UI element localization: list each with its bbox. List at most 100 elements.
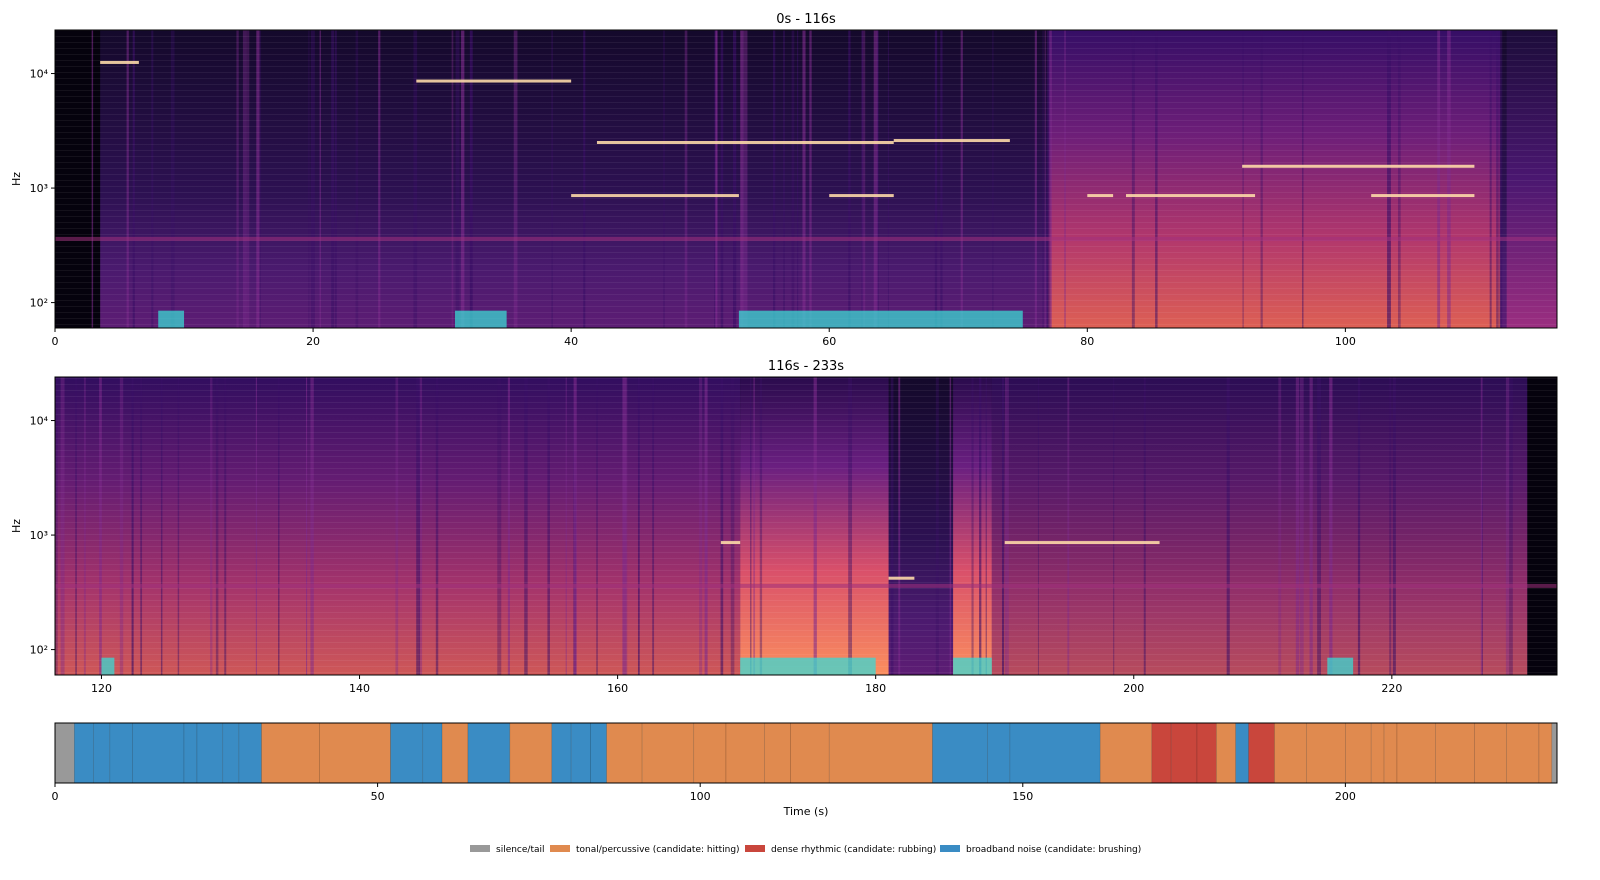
- tonal-line: [1126, 194, 1256, 198]
- segment-tonal: [1345, 722, 1372, 784]
- panel-2-x-ticks: 120 140 160 180 200 220: [91, 675, 1402, 695]
- segment-timeline-panel: 0 50 100 150 200 Time (s): [52, 722, 1558, 818]
- harmonic-texture: [55, 30, 1557, 328]
- y-tick-label: 10³: [30, 182, 48, 195]
- x-tick-label: 180: [865, 682, 886, 695]
- segment-tonal: [1306, 722, 1346, 784]
- segment-tonal: [441, 722, 469, 784]
- tonal-line: [596, 140, 894, 144]
- timeline-xlabel: Time (s): [783, 805, 829, 818]
- segment-tonal: [1474, 722, 1507, 784]
- segment-tonal: [828, 722, 933, 784]
- x-tick-label: 150: [1012, 790, 1033, 803]
- segment-tonal: [790, 722, 830, 784]
- segment-tonal: [509, 722, 553, 784]
- segment-broadband: [1235, 722, 1249, 784]
- x-tick-label: 0: [52, 335, 59, 348]
- legend-label-dense: dense rhythmic (candidate: rubbing): [771, 845, 936, 855]
- legend-swatch-dense: [745, 845, 765, 852]
- segment-silence: [1551, 722, 1558, 784]
- segment-tonal: [641, 722, 695, 784]
- segment-dense: [1151, 722, 1172, 784]
- timeline-x-ticks: 0 50 100 150 200: [52, 783, 1356, 803]
- low-frequency-activity: [455, 310, 507, 328]
- tonal-line: [720, 541, 741, 545]
- panel-2-frame: [54, 376, 1558, 676]
- segment-broadband: [93, 722, 111, 784]
- panel-2-y-ticks: 10² 10³ 10⁴: [30, 415, 55, 657]
- x-tick-label: 200: [1335, 790, 1356, 803]
- segment-bars: [54, 722, 1558, 784]
- tonal-line: [416, 79, 572, 83]
- x-tick-label: 40: [564, 335, 578, 348]
- segment-tonal: [764, 722, 791, 784]
- segment-dense: [1170, 722, 1198, 784]
- segment-broadband: [132, 722, 185, 784]
- segment-dense: [1196, 722, 1217, 784]
- segment-tonal: [261, 722, 320, 784]
- low-frequency-activity: [158, 310, 185, 328]
- y-tick-label: 10²: [30, 297, 48, 310]
- segment-broadband: [570, 722, 591, 784]
- legend-label-silence: silence/tail: [496, 845, 545, 855]
- segment-tonal: [1396, 722, 1437, 784]
- harmonic-texture: [55, 377, 1557, 675]
- x-tick-label: 60: [822, 335, 836, 348]
- segment-broadband: [196, 722, 224, 784]
- segment-broadband: [222, 722, 240, 784]
- legend-label-tonal: tonal/percussive (candidate: hitting): [576, 845, 740, 855]
- low-frequency-activity: [740, 657, 876, 675]
- segment-tonal: [725, 722, 766, 784]
- low-frequency-activity: [738, 310, 1023, 328]
- x-tick-label: 120: [91, 682, 112, 695]
- timeline-frame: [54, 722, 1558, 784]
- legend-swatch-broadband: [940, 845, 960, 852]
- tonal-line: [893, 139, 1010, 143]
- segment-broadband: [932, 722, 988, 784]
- segment-broadband: [467, 722, 511, 784]
- tonal-line: [100, 60, 139, 64]
- x-tick-label: 0: [52, 790, 59, 803]
- segment-dense: [1248, 722, 1275, 784]
- segment-broadband: [238, 722, 262, 784]
- spectrogram-image-1: [55, 30, 1557, 328]
- panel-1-title: 0s - 116s: [776, 12, 836, 27]
- segment-tonal: [1435, 722, 1475, 784]
- panel-2-ylabel: Hz: [10, 519, 23, 533]
- panel-1-y-ticks: 10² 10³ 10⁴: [30, 68, 55, 310]
- persistent-band: [55, 583, 1557, 588]
- tonal-line: [829, 194, 894, 198]
- segment-tonal: [1506, 722, 1540, 784]
- legend-swatch-tonal: [550, 845, 570, 852]
- segment-broadband: [183, 722, 198, 784]
- segment-broadband: [590, 722, 607, 784]
- segment-broadband: [74, 722, 95, 784]
- segment-broadband: [390, 722, 424, 784]
- spectrogram-panel-1: 0s - 116s Hz 0 20 40 60 80 100 10² 10³ 10⁴: [10, 12, 1558, 348]
- segment-broadband: [551, 722, 572, 784]
- x-tick-label: 160: [607, 682, 628, 695]
- segment-broadband: [986, 722, 1011, 784]
- spectrogram-image-2: [55, 377, 1557, 675]
- low-frequency-activity: [1327, 657, 1354, 675]
- y-tick-label: 10⁴: [30, 68, 49, 81]
- panel-1-x-ticks: 0 20 40 60 80 100: [52, 328, 1356, 348]
- segment-tonal: [1383, 722, 1398, 784]
- segment-silence: [54, 722, 75, 784]
- segment-tonal: [1099, 722, 1153, 784]
- y-tick-label: 10⁴: [30, 415, 49, 428]
- legend-label-broadband: broadband noise (candidate: brushing): [966, 845, 1141, 855]
- x-tick-label: 20: [306, 335, 320, 348]
- legend: silence/tail tonal/percussive (candidate:…: [470, 845, 1141, 855]
- x-tick-label: 140: [349, 682, 370, 695]
- tonal-line: [1087, 194, 1114, 198]
- panel-2-title: 116s - 233s: [768, 359, 844, 374]
- persistent-band: [55, 236, 1557, 241]
- panel-1-ylabel: Hz: [10, 172, 23, 186]
- spectrogram-panel-2: 116s - 233s Hz 120 140 160 180 200 220 10² 10³…: [10, 359, 1558, 695]
- segment-tonal: [693, 722, 727, 784]
- tonal-line: [1371, 194, 1475, 198]
- segment-tonal: [1216, 722, 1236, 784]
- low-frequency-activity: [101, 657, 115, 675]
- segment-broadband: [422, 722, 443, 784]
